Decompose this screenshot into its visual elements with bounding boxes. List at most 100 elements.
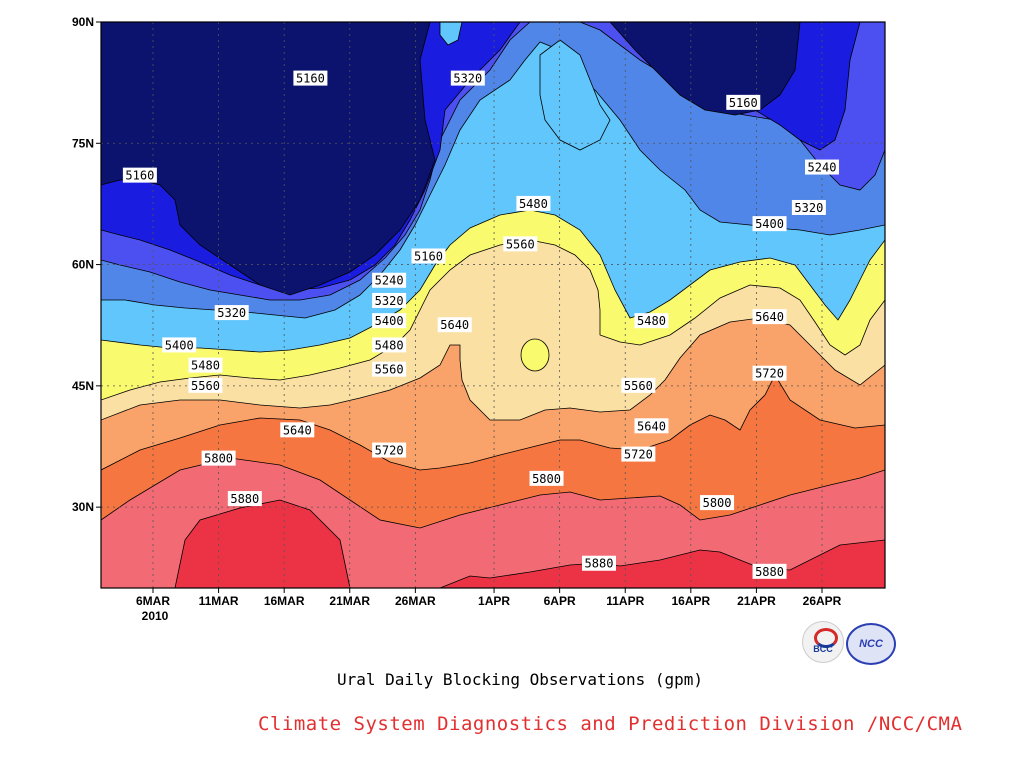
contour-label-5320: 5320 [372,292,407,308]
contour-label-text: 5320 [375,294,404,308]
contour-label-5160: 5160 [726,94,761,110]
contour-label-box [791,199,826,215]
contour-label-text: 5800 [204,452,233,466]
contour-label-text: 5800 [532,472,561,486]
x-tick-label: 11MAR [199,594,239,608]
x-tick-label: 6APR [544,594,576,608]
contour-labels: 5160 5160 5160 5160 5320 5240 5480 5320 5400 5560… [122,70,839,579]
contour-label-5240: 5240 [372,272,407,288]
contour-label-5480: 5480 [372,337,407,353]
chart-caption: Ural Daily Blocking Observations (gpm) [336,670,704,689]
contour-label-box [503,236,538,252]
contour-label-5560: 5560 [621,377,656,393]
y-tick-label: 30N [72,500,94,514]
contour-label-5320: 5320 [450,70,485,86]
contour-label-5480: 5480 [516,195,551,211]
contour-label-5800: 5800 [700,495,735,511]
closed-contour-5640 [520,338,550,372]
contour-label-box [437,317,472,333]
ncc-logo-text: NCC [859,638,883,650]
contour-label-5640: 5640 [752,309,787,325]
contour-label-5240: 5240 [805,159,839,175]
contour-label-5720: 5720 [621,446,656,462]
bcc-swirl-icon [814,628,838,648]
contour-label-text: 5160 [729,96,758,110]
contour-label-text: 5400 [755,217,784,231]
contour-label-text: 5560 [506,237,535,251]
contour-label-5320: 5320 [214,305,249,321]
contour-label-box [227,491,262,507]
contour-label-5400: 5400 [162,337,197,353]
x-tick-label: 6MAR [136,594,170,608]
bcc-logo: BCC [802,621,844,663]
contour-label-5480: 5480 [188,357,223,373]
contour-label-5880: 5880 [752,563,787,579]
contour-label-box [634,418,669,434]
x-tick-label: 21APR [737,594,776,608]
contour-label-5640: 5640 [634,418,669,434]
x-axis-year-label: 2010 [142,609,169,623]
bcc-logo-text: BCC [813,644,833,654]
contour-label-text: 5880 [585,557,614,571]
contour-label-box [529,470,564,486]
contour-label-box [214,305,249,321]
contour-label-box [372,292,407,308]
plot-frame [100,21,886,589]
contour-label-box [621,446,656,462]
contour-label-box [621,377,656,393]
contour-label-box [372,442,407,458]
contour-label-5720: 5720 [372,442,407,458]
contour-label-text: 5480 [375,338,404,352]
contour-label-5880: 5880 [582,555,616,571]
contour-label-text: 5160 [414,249,443,263]
contour-label-box [280,422,315,438]
contour-label-box [293,70,328,86]
contour-label-5160: 5160 [293,70,328,86]
contour-label-5560: 5560 [188,377,223,393]
contour-label-text: 5400 [165,338,194,352]
y-tick-label: 45N [72,379,94,393]
y-axis-ticks: 90N 75N 60N 45N 30N [72,15,101,514]
contour-fills [101,22,885,588]
x-tick-label: 1APR [478,594,510,608]
contour-label-box [372,337,407,353]
y-tick-label: 90N [72,15,94,29]
contour-label-box [450,70,485,86]
contour-label-text: 5160 [296,72,325,86]
contour-label-5480: 5480 [634,313,669,329]
contour-label-text: 5640 [440,318,469,332]
x-tick-label: 16MAR [264,594,305,608]
contour-label-box [752,309,787,325]
contour-label-5320: 5320 [791,199,826,215]
contour-label-text: 5720 [755,367,784,381]
contour-label-text: 5800 [703,496,732,510]
contour-label-text: 5880 [755,565,784,579]
band-5480-mid [539,39,611,151]
contour-label-box [188,357,223,373]
x-tick-label: 16APR [671,594,710,608]
contour-label-5560: 5560 [372,361,407,377]
ncc-logo: NCC [846,623,896,665]
contour-label-5720: 5720 [752,365,787,381]
contour-label-box [805,159,839,175]
band-light-blue-top [439,22,463,46]
contour-label-box [201,450,236,466]
contour-label-box [188,377,223,393]
contour-label-box [372,313,407,329]
contour-label-5400: 5400 [752,216,787,232]
contour-label-text: 5560 [375,363,404,377]
y-tick-label: 75N [72,136,94,150]
contour-label-box [372,361,407,377]
contour-label-text: 5160 [125,169,154,183]
contour-label-text: 5480 [519,197,548,211]
contour-label-text: 5400 [375,314,404,328]
contour-label-text: 5320 [217,306,246,320]
contour-label-box [516,195,551,211]
x-axis-ticks: 6MAR 11MAR 16MAR 21MAR 26MAR 1APR 6APR 11APR 16A… [136,588,842,608]
contour-label-text: 5640 [283,423,312,437]
contour-label-text: 5640 [755,310,784,324]
contour-label-text: 5240 [808,161,837,175]
contour-label-text: 5880 [230,492,259,506]
band-below-5160-apr [609,22,801,116]
